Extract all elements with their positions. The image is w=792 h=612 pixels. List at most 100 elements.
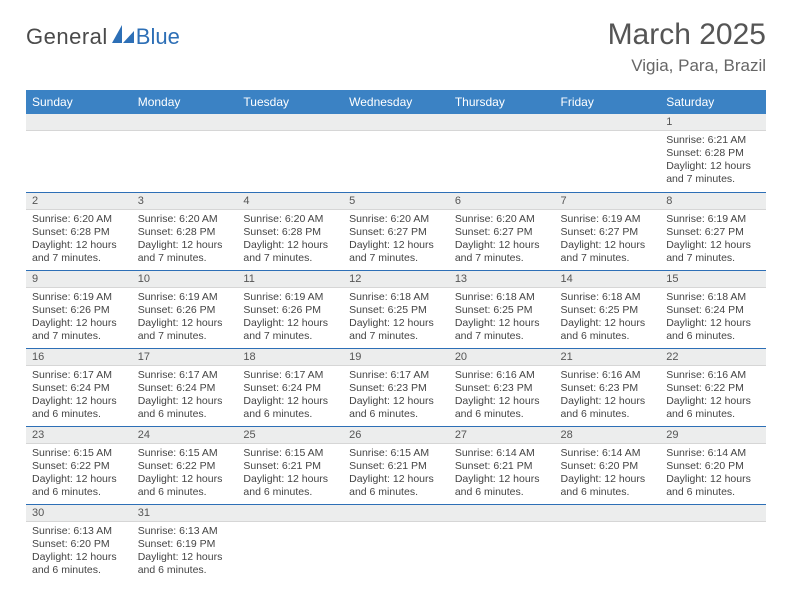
day-details: Sunrise: 6:16 AMSunset: 6:23 PMDaylight:…	[449, 366, 555, 426]
daylight-text: Daylight: 12 hours	[455, 317, 549, 330]
day-details: Sunrise: 6:15 AMSunset: 6:22 PMDaylight:…	[26, 444, 132, 504]
day-number: 17	[132, 349, 238, 366]
daylight-text: Daylight: 12 hours	[32, 239, 126, 252]
sunrise-text: Sunrise: 6:16 AM	[561, 369, 655, 382]
calendar-cell: 17Sunrise: 6:17 AMSunset: 6:24 PMDayligh…	[132, 348, 238, 426]
day-details: Sunrise: 6:17 AMSunset: 6:24 PMDaylight:…	[237, 366, 343, 426]
calendar-cell: 28Sunrise: 6:14 AMSunset: 6:20 PMDayligh…	[555, 426, 661, 504]
day-number: 14	[555, 271, 661, 288]
sunset-text: Sunset: 6:26 PM	[32, 304, 126, 317]
brand-general: General	[26, 24, 108, 50]
sunrise-text: Sunrise: 6:20 AM	[32, 213, 126, 226]
sunset-text: Sunset: 6:28 PM	[138, 226, 232, 239]
brand-blue: Blue	[136, 24, 180, 50]
day-details: Sunrise: 6:14 AMSunset: 6:21 PMDaylight:…	[449, 444, 555, 504]
day-number: 8	[660, 193, 766, 210]
daylight-text: and 6 minutes.	[666, 486, 760, 499]
sunset-text: Sunset: 6:27 PM	[666, 226, 760, 239]
day-number: 27	[449, 427, 555, 444]
daylight-text: Daylight: 12 hours	[666, 239, 760, 252]
daylight-text: and 7 minutes.	[349, 330, 443, 343]
daylight-text: Daylight: 12 hours	[32, 551, 126, 564]
day-details: Sunrise: 6:19 AMSunset: 6:27 PMDaylight:…	[660, 210, 766, 270]
daylight-text: and 6 minutes.	[138, 564, 232, 577]
day-number: 30	[26, 505, 132, 522]
daylight-text: Daylight: 12 hours	[32, 317, 126, 330]
day-details: Sunrise: 6:19 AMSunset: 6:27 PMDaylight:…	[555, 210, 661, 270]
day-number: 12	[343, 271, 449, 288]
calendar-cell: 26Sunrise: 6:15 AMSunset: 6:21 PMDayligh…	[343, 426, 449, 504]
day-number: 4	[237, 193, 343, 210]
calendar-cell: 10Sunrise: 6:19 AMSunset: 6:26 PMDayligh…	[132, 270, 238, 348]
sunset-text: Sunset: 6:25 PM	[455, 304, 549, 317]
calendar-row: 9Sunrise: 6:19 AMSunset: 6:26 PMDaylight…	[26, 270, 766, 348]
daylight-text: and 6 minutes.	[138, 486, 232, 499]
daylight-text: Daylight: 12 hours	[666, 395, 760, 408]
sunset-text: Sunset: 6:22 PM	[138, 460, 232, 473]
sunset-text: Sunset: 6:24 PM	[138, 382, 232, 395]
daylight-text: and 6 minutes.	[561, 486, 655, 499]
day-number: 10	[132, 271, 238, 288]
daylight-text: Daylight: 12 hours	[561, 317, 655, 330]
day-number: 31	[132, 505, 238, 522]
sunset-text: Sunset: 6:24 PM	[32, 382, 126, 395]
daylight-text: and 6 minutes.	[561, 408, 655, 421]
daylight-text: and 7 minutes.	[32, 330, 126, 343]
calendar-cell	[343, 114, 449, 192]
daylight-text: Daylight: 12 hours	[561, 395, 655, 408]
sunrise-text: Sunrise: 6:14 AM	[666, 447, 760, 460]
calendar-cell: 18Sunrise: 6:17 AMSunset: 6:24 PMDayligh…	[237, 348, 343, 426]
daylight-text: and 6 minutes.	[138, 408, 232, 421]
calendar-row: 16Sunrise: 6:17 AMSunset: 6:24 PMDayligh…	[26, 348, 766, 426]
weekday-header: Monday	[132, 90, 238, 114]
day-details: Sunrise: 6:20 AMSunset: 6:27 PMDaylight:…	[449, 210, 555, 270]
calendar-cell: 12Sunrise: 6:18 AMSunset: 6:25 PMDayligh…	[343, 270, 449, 348]
daylight-text: Daylight: 12 hours	[138, 473, 232, 486]
sunrise-text: Sunrise: 6:13 AM	[32, 525, 126, 538]
sunset-text: Sunset: 6:23 PM	[561, 382, 655, 395]
sunrise-text: Sunrise: 6:17 AM	[138, 369, 232, 382]
daylight-text: Daylight: 12 hours	[32, 395, 126, 408]
calendar-row: 30Sunrise: 6:13 AMSunset: 6:20 PMDayligh…	[26, 504, 766, 582]
sunrise-text: Sunrise: 6:15 AM	[32, 447, 126, 460]
daylight-text: and 7 minutes.	[455, 330, 549, 343]
calendar-cell: 2 Sunrise: 6:20 AMSunset: 6:28 PMDaylight…	[26, 192, 132, 270]
daylight-text: and 6 minutes.	[455, 408, 549, 421]
calendar-cell: 6Sunrise: 6:20 AMSunset: 6:27 PMDaylight…	[449, 192, 555, 270]
sunrise-text: Sunrise: 6:17 AM	[32, 369, 126, 382]
daylight-text: and 6 minutes.	[561, 330, 655, 343]
daylight-text: and 6 minutes.	[349, 486, 443, 499]
sunrise-text: Sunrise: 6:21 AM	[666, 134, 760, 147]
daylight-text: Daylight: 12 hours	[32, 473, 126, 486]
day-number: 21	[555, 349, 661, 366]
sunrise-text: Sunrise: 6:19 AM	[243, 291, 337, 304]
daylight-text: and 6 minutes.	[32, 486, 126, 499]
calendar-cell: 19Sunrise: 6:17 AMSunset: 6:23 PMDayligh…	[343, 348, 449, 426]
sunrise-text: Sunrise: 6:16 AM	[455, 369, 549, 382]
daylight-text: Daylight: 12 hours	[666, 160, 760, 173]
daylight-text: and 7 minutes.	[561, 252, 655, 265]
calendar-cell	[555, 504, 661, 582]
day-number: 23	[26, 427, 132, 444]
sunrise-text: Sunrise: 6:18 AM	[349, 291, 443, 304]
day-number: 2	[26, 193, 132, 210]
day-details: Sunrise: 6:18 AMSunset: 6:24 PMDaylight:…	[660, 288, 766, 348]
day-details: Sunrise: 6:13 AMSunset: 6:20 PMDaylight:…	[26, 522, 132, 582]
day-number: 1	[660, 114, 766, 131]
sunrise-text: Sunrise: 6:18 AM	[455, 291, 549, 304]
day-details: Sunrise: 6:17 AMSunset: 6:24 PMDaylight:…	[132, 366, 238, 426]
day-number: 22	[660, 349, 766, 366]
daylight-text: Daylight: 12 hours	[243, 239, 337, 252]
sunrise-text: Sunrise: 6:15 AM	[349, 447, 443, 460]
sunset-text: Sunset: 6:22 PM	[32, 460, 126, 473]
sunrise-text: Sunrise: 6:17 AM	[349, 369, 443, 382]
calendar-table: Sunday Monday Tuesday Wednesday Thursday…	[26, 90, 766, 582]
weekday-header-row: Sunday Monday Tuesday Wednesday Thursday…	[26, 90, 766, 114]
sunrise-text: Sunrise: 6:19 AM	[561, 213, 655, 226]
daylight-text: and 7 minutes.	[243, 330, 337, 343]
sunset-text: Sunset: 6:27 PM	[455, 226, 549, 239]
sunset-text: Sunset: 6:28 PM	[32, 226, 126, 239]
calendar-cell: 20Sunrise: 6:16 AMSunset: 6:23 PMDayligh…	[449, 348, 555, 426]
sunset-text: Sunset: 6:24 PM	[666, 304, 760, 317]
day-number: 7	[555, 193, 661, 210]
